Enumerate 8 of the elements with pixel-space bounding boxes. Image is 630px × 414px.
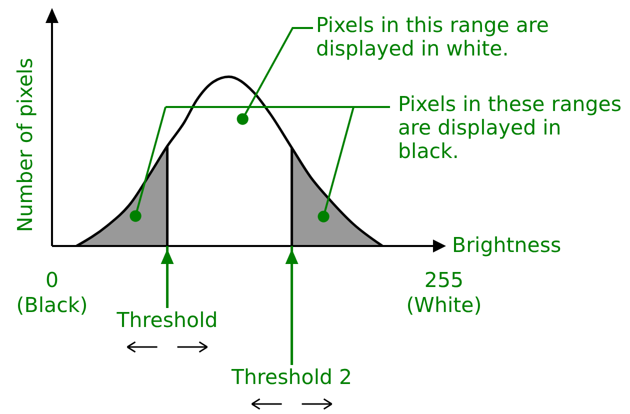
ref-line-label: Threshold 2 bbox=[230, 365, 352, 389]
ref-line-label: Threshold bbox=[116, 308, 218, 332]
x-tick-label: 255 (White) bbox=[406, 268, 482, 317]
x-axis-title: Brightness bbox=[452, 233, 562, 257]
annotation: Pixels in these ranges are displayed in black. bbox=[398, 92, 622, 163]
annotation: Pixels in this range are displayed in white. bbox=[316, 13, 550, 60]
y-axis-title: Number of pixels bbox=[13, 58, 37, 232]
x-tick-label: 0 (Black) bbox=[16, 268, 88, 317]
